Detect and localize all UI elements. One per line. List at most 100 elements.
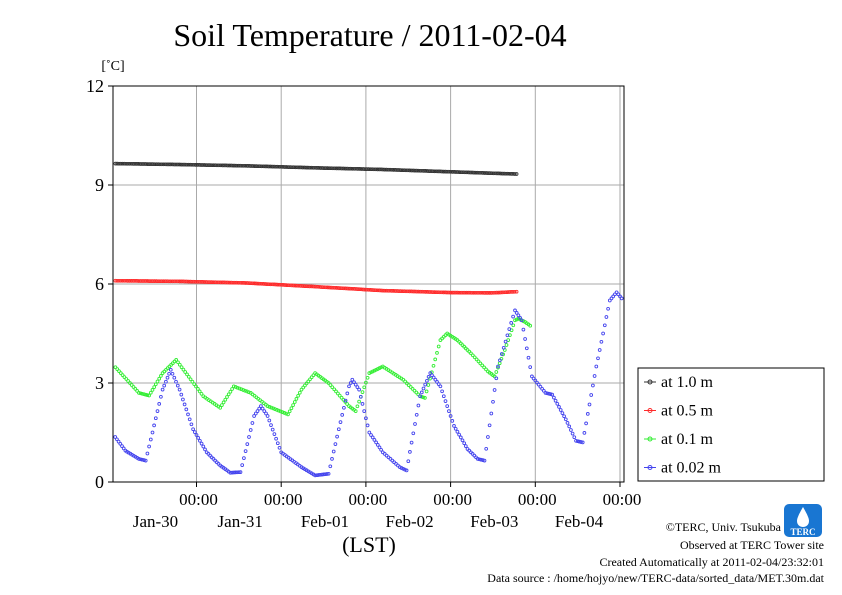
x-tick-date-label: Feb-02	[386, 512, 434, 531]
data-point	[302, 165, 307, 170]
data-point	[202, 163, 207, 167]
data-point	[466, 170, 471, 175]
data-point	[257, 281, 262, 286]
data-point	[159, 162, 164, 167]
data-point	[163, 279, 168, 284]
data-point	[137, 391, 141, 395]
data-point	[350, 286, 355, 291]
data-point	[313, 284, 317, 289]
data-point	[120, 278, 125, 283]
data-point	[199, 280, 203, 284]
series-3	[113, 316, 533, 417]
legend-item: at 0.5 m	[644, 403, 714, 420]
terc-logo: TERC	[784, 504, 822, 537]
data-point	[486, 435, 490, 439]
data-point	[498, 290, 503, 295]
data-point	[494, 376, 499, 381]
data-point	[157, 402, 162, 406]
data-point	[267, 405, 272, 409]
data-point	[181, 367, 186, 372]
y-tick-label: 0	[95, 472, 104, 492]
data-point	[320, 472, 324, 477]
data-point	[316, 166, 321, 170]
data-point	[211, 163, 216, 168]
data-point	[457, 170, 462, 174]
data-point	[125, 279, 130, 283]
data-point	[278, 409, 283, 414]
data-point	[113, 435, 118, 439]
data-point	[240, 163, 244, 168]
data-point	[172, 162, 177, 167]
data-point	[558, 408, 563, 412]
data-point	[320, 166, 325, 170]
data-point	[127, 161, 132, 166]
data-point	[507, 290, 512, 294]
x-tick-date-label: Jan-31	[218, 512, 263, 531]
data-point	[372, 438, 377, 442]
data-point	[177, 362, 182, 367]
data-point	[484, 171, 489, 175]
data-point	[113, 278, 118, 283]
data-point	[115, 161, 119, 166]
data-point	[190, 379, 195, 384]
data-point	[222, 163, 226, 168]
data-point	[267, 418, 272, 423]
data-point	[579, 440, 583, 444]
data-point	[181, 279, 185, 284]
data-point	[436, 344, 441, 349]
data-point	[463, 170, 467, 175]
data-point	[234, 163, 239, 168]
data-point	[370, 288, 374, 292]
data-point	[174, 162, 178, 167]
data-point	[157, 376, 162, 381]
data-point	[183, 370, 188, 374]
data-point	[265, 164, 269, 169]
data-point	[572, 435, 577, 440]
data-point	[192, 382, 197, 386]
legend-item: at 0.1 m	[644, 431, 714, 448]
data-point	[485, 291, 490, 295]
data-point	[512, 172, 517, 176]
data-point	[428, 371, 433, 375]
data-point	[543, 391, 548, 395]
data-point	[197, 389, 202, 394]
data-point	[152, 423, 156, 428]
data-point	[315, 166, 319, 170]
data-point	[176, 360, 180, 365]
data-point	[192, 430, 197, 434]
data-point	[181, 397, 185, 402]
data-point	[360, 402, 365, 406]
data-point	[416, 168, 421, 173]
data-point	[464, 290, 469, 295]
data-point	[450, 290, 455, 295]
data-point	[329, 166, 333, 171]
data-point	[175, 162, 180, 167]
data-point	[469, 290, 474, 295]
data-point	[297, 283, 301, 288]
legend-label: at 0.02 m	[661, 460, 722, 477]
data-point	[355, 404, 360, 409]
data-point	[279, 164, 284, 169]
data-point	[352, 380, 356, 385]
data-point	[231, 470, 236, 475]
data-point	[438, 290, 442, 295]
data-point	[548, 392, 553, 396]
data-point	[372, 167, 376, 172]
data-point	[339, 395, 344, 400]
data-point	[476, 359, 481, 364]
data-point	[336, 427, 341, 432]
data-point	[314, 473, 319, 478]
data-point	[182, 402, 187, 407]
data-point	[284, 411, 288, 416]
data-point	[364, 287, 369, 292]
data-point	[457, 432, 461, 437]
data-point	[138, 457, 143, 462]
data-point	[239, 387, 244, 392]
data-point	[181, 162, 185, 167]
data-point	[193, 279, 198, 284]
data-point	[328, 383, 333, 387]
data-point	[409, 289, 414, 294]
data-point	[509, 321, 514, 325]
data-point	[199, 163, 203, 167]
data-point	[165, 279, 169, 284]
